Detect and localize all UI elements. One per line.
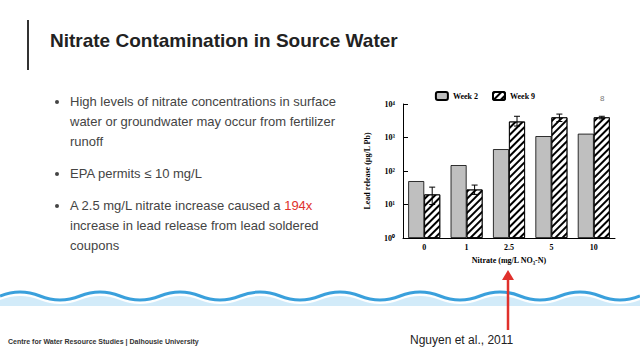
html-text:EPA permits ≤ 10 mg/L: EPA permits ≤ 10 mg/L xyxy=(70,166,202,181)
html-text:High levels of nitrate concent: High levels of nitrate concentrations in… xyxy=(70,94,336,149)
svg-text:10²: 10² xyxy=(385,167,396,176)
html-text:Nitrate Contamination in Sourc: Nitrate Contamination in Source Water xyxy=(50,30,398,51)
svg-text:10⁰: 10⁰ xyxy=(384,234,395,243)
svg-text:5: 5 xyxy=(549,243,553,252)
svg-text:10³: 10³ xyxy=(385,133,396,142)
html-text:increase in lead release from: increase in lead release from lead solde… xyxy=(70,218,319,253)
svg-text:Week 2: Week 2 xyxy=(453,92,478,101)
svg-text:2.5: 2.5 xyxy=(504,243,514,252)
html-text:Nguyen et al., 2011: Nguyen et al., 2011 xyxy=(410,333,514,347)
svg-text:Nitrate (mg/L NO₃-N): Nitrate (mg/L NO₃-N) xyxy=(472,256,547,265)
html-text:Centre for Water Resource Stud: Centre for Water Resource Studies | Dalh… xyxy=(8,338,199,345)
svg-text:10⁴: 10⁴ xyxy=(385,100,396,109)
svg-text:1: 1 xyxy=(465,243,469,252)
svg-text:10: 10 xyxy=(590,243,598,252)
svg-text:Lead release (µg/L Pb): Lead release (µg/L Pb) xyxy=(363,132,372,209)
svg-text:Week 9: Week 9 xyxy=(510,92,535,101)
html-text:8: 8 xyxy=(600,94,605,103)
svg-text:0: 0 xyxy=(422,243,426,252)
html-text:A 2.5 mg/L nitrate increase ca: A 2.5 mg/L nitrate increase caused a 194… xyxy=(70,198,313,213)
svg-text:10¹: 10¹ xyxy=(385,200,396,209)
